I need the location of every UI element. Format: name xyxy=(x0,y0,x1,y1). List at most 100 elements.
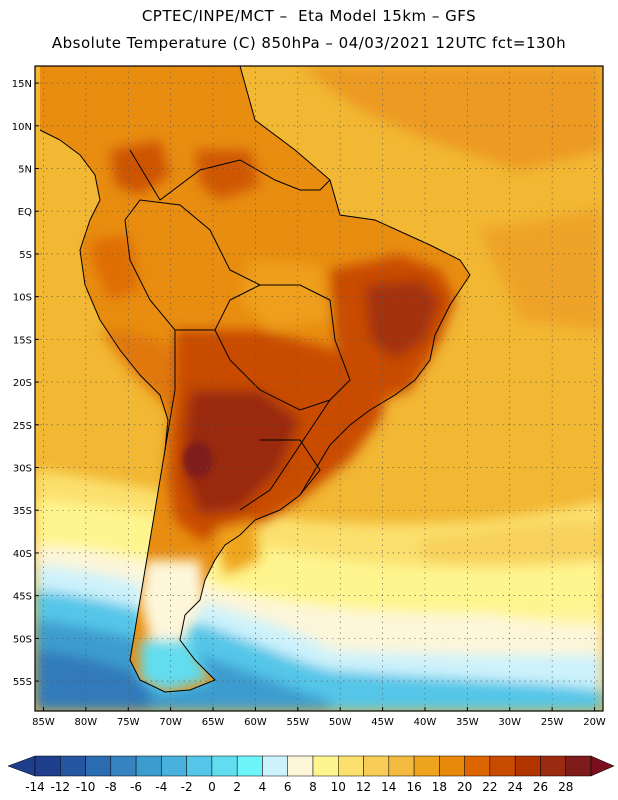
lat-label: 40S xyxy=(13,549,32,560)
colorbar-label: -8 xyxy=(105,780,117,794)
colorbar-swatch xyxy=(110,755,137,777)
colorbar-swatch xyxy=(287,755,314,777)
colorbar-swatch xyxy=(565,755,592,777)
bolivia-border xyxy=(175,284,261,331)
colorbar-swatch xyxy=(464,755,491,777)
lat-label: 15S xyxy=(13,335,32,346)
colorbar-label: 6 xyxy=(284,780,292,794)
land-warm-andes-north xyxy=(90,235,140,300)
warm-lens-se xyxy=(420,523,603,564)
colorbar xyxy=(7,755,615,777)
colorbar-label: -12 xyxy=(50,780,70,794)
colorbar-low-arrow xyxy=(7,755,36,777)
longitude-labels: 85W 80W 75W 70W 65W 60W 55W 50W 45W 40W 35W 30W 25W 2… xyxy=(32,717,606,728)
colorbar-swatch xyxy=(388,755,415,777)
land-hottest-spot xyxy=(183,442,213,478)
chart-title-line2: Absolute Temperature (C) 850hPa – 04/03/… xyxy=(51,34,567,52)
colorbar-swatch xyxy=(161,755,187,777)
colorbar-swatch xyxy=(413,755,440,777)
lon-label: 40W xyxy=(414,717,437,728)
colorbar-swatch xyxy=(262,755,288,777)
land-mild-patagonia-north xyxy=(215,520,260,575)
land-cold-tierra-del-fuego xyxy=(140,640,210,692)
land-very-hot-chaco xyxy=(185,390,300,515)
colorbar-swatch xyxy=(363,755,390,777)
lon-label: 75W xyxy=(117,717,140,728)
lat-label: 10S xyxy=(13,293,32,304)
lat-label: 35S xyxy=(13,506,32,517)
lon-label: 20W xyxy=(583,717,606,728)
colorbar-label: -2 xyxy=(181,780,193,794)
chart-title-line1: CPTEC/INPE/MCT – Eta Model 15km – GFS xyxy=(141,7,477,25)
land-cooler-amazon xyxy=(240,260,330,330)
colorbar-swatch xyxy=(34,755,61,777)
graticule xyxy=(35,66,603,711)
colorbar-label: -6 xyxy=(130,780,142,794)
map-frame xyxy=(34,65,604,712)
colorbar-swatch xyxy=(540,755,566,777)
coastline xyxy=(39,66,471,693)
lat-label: 20S xyxy=(13,378,32,389)
colorbar-label: 0 xyxy=(208,780,216,794)
lon-label: 55W xyxy=(286,717,309,728)
lat-label: 25S xyxy=(13,421,32,432)
lat-label: 30S xyxy=(13,464,32,475)
land-cool-patagonia xyxy=(140,560,205,640)
colorbar-label: 16 xyxy=(406,780,421,794)
lon-label: 25W xyxy=(541,717,564,728)
colorbar-label: 12 xyxy=(356,780,371,794)
colorbar-label: 4 xyxy=(259,780,267,794)
warm-lens-se2 xyxy=(470,587,603,625)
lon-label: 85W xyxy=(32,717,55,728)
land-very-hot-bahia xyxy=(365,280,440,360)
lat-label: 55S xyxy=(13,677,32,688)
paraguay-border xyxy=(214,329,331,411)
colorbar-swatch xyxy=(236,755,263,777)
lon-label: 65W xyxy=(202,717,225,728)
lat-label: 45S xyxy=(13,592,32,603)
lat-label: 50S xyxy=(13,634,32,645)
colorbar-label: -10 xyxy=(76,780,96,794)
colorbar-label: 28 xyxy=(558,780,573,794)
lon-label: 45W xyxy=(371,717,394,728)
lon-label: 70W xyxy=(159,717,182,728)
warm-ocean-north xyxy=(300,66,603,170)
latitude-labels: 15N 10N 5N EQ 5S 10S 15S 20S 25S 30S 35S 40S 45S 50S 5… xyxy=(12,79,32,688)
lon-label: 80W xyxy=(75,717,98,728)
colorbar-label: -4 xyxy=(155,780,167,794)
band-m6c xyxy=(35,650,150,711)
country-borders xyxy=(124,199,351,511)
colorbar-swatch xyxy=(514,755,541,777)
colorbar-labels: -14 -12 -10 -8 -6 -4 -2 0 2 4 6 8 10 12 14 16 18 20 22 24 26… xyxy=(25,780,573,794)
colorbar-label: 2 xyxy=(233,780,241,794)
colorbar-label: 18 xyxy=(432,780,447,794)
colorbar-label: 22 xyxy=(482,780,497,794)
colorbar-swatch xyxy=(211,755,238,777)
colorbar-swatch xyxy=(135,755,162,777)
lon-label: 30W xyxy=(498,717,521,728)
colorbar-swatch xyxy=(60,755,86,777)
colorbar-swatch xyxy=(439,755,465,777)
lat-label: EQ xyxy=(18,207,32,218)
uruguay-border xyxy=(260,439,321,496)
colorbar-label: 10 xyxy=(331,780,346,794)
lon-label: 35W xyxy=(456,717,479,728)
colorbar-swatch xyxy=(186,755,213,777)
lat-label: 15N xyxy=(12,79,32,90)
colorbar-label: -14 xyxy=(25,780,45,794)
northern-borders xyxy=(129,149,331,201)
warm-ocean-east xyxy=(480,210,603,330)
colorbar-label: 14 xyxy=(381,780,396,794)
colorbar-swatch xyxy=(489,755,516,777)
lat-label: 5N xyxy=(18,165,32,176)
colorbar-label: 26 xyxy=(533,780,548,794)
south-america-land xyxy=(40,66,470,692)
lon-label: 60W xyxy=(244,717,267,728)
colorbar-swatch xyxy=(312,755,339,777)
colorbar-high-arrow xyxy=(590,755,615,777)
colorbar-swatch xyxy=(338,755,364,777)
colorbar-label: 8 xyxy=(309,780,317,794)
borders xyxy=(39,66,471,693)
colorbar-label: 20 xyxy=(457,780,472,794)
